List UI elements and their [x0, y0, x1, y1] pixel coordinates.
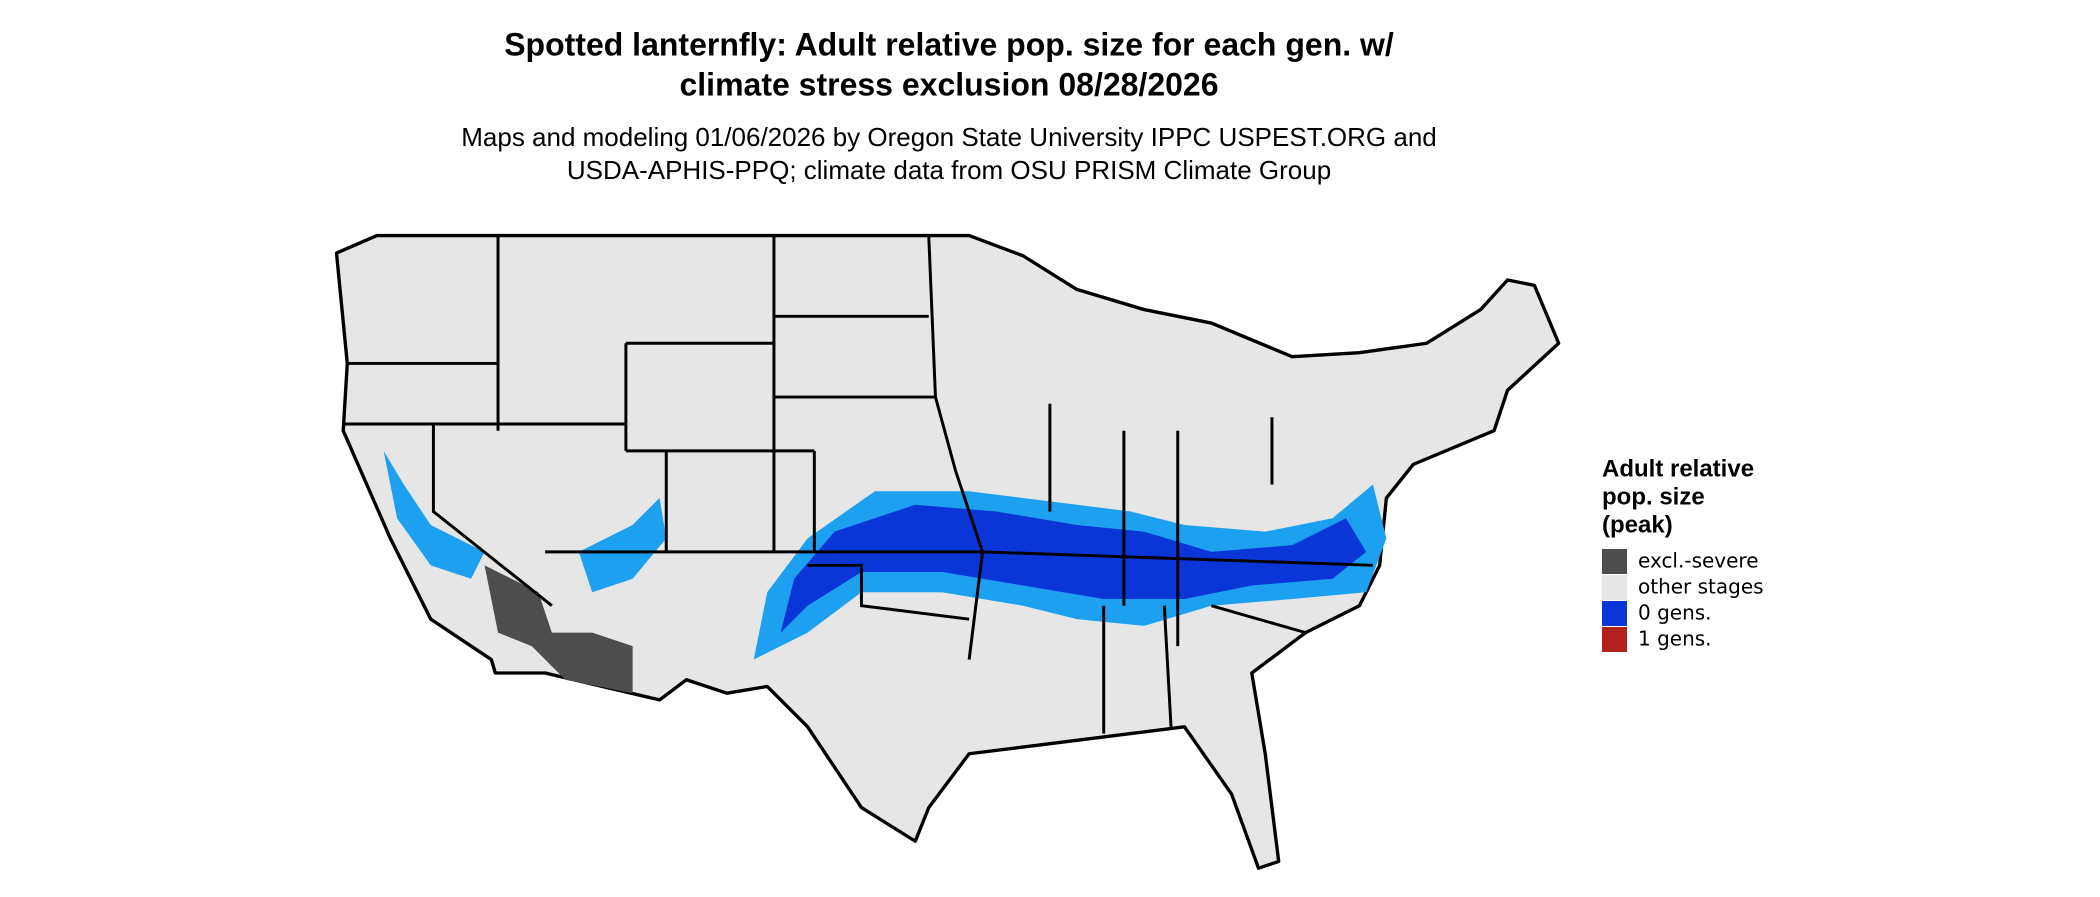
state-borders	[343, 235, 1373, 734]
subtitle-line: USDA-APHIS-PPQ; climate data from OSU PR…	[567, 155, 1331, 185]
excluded-area	[484, 565, 633, 694]
legend-label: 1 gens.	[1638, 627, 1712, 651]
legend-title-line: Adult relative	[1602, 455, 1754, 482]
blue-area	[780, 504, 1367, 633]
legend-title-line: pop. size	[1602, 483, 1705, 510]
legend-swatch	[1602, 601, 1627, 626]
legend-label: 0 gens.	[1638, 601, 1712, 625]
legend-swatch	[1602, 549, 1627, 574]
legend-swatch	[1602, 627, 1627, 652]
legend-label: excl.-severe	[1638, 549, 1759, 573]
legend-swatch	[1602, 575, 1627, 600]
title-line: climate stress exclusion 08/28/2026	[679, 66, 1218, 102]
legend: Adult relative pop. size (peak) excl.-se…	[1602, 455, 1764, 652]
us-map	[334, 233, 1561, 870]
subtitle-line: Maps and modeling 01/06/2026 by Oregon S…	[461, 122, 1437, 152]
legend-title-line: (peak)	[1602, 511, 1673, 538]
title-line: Spotted lanternfly: Adult relative pop. …	[504, 26, 1394, 62]
legend-label: other stages	[1638, 575, 1764, 599]
